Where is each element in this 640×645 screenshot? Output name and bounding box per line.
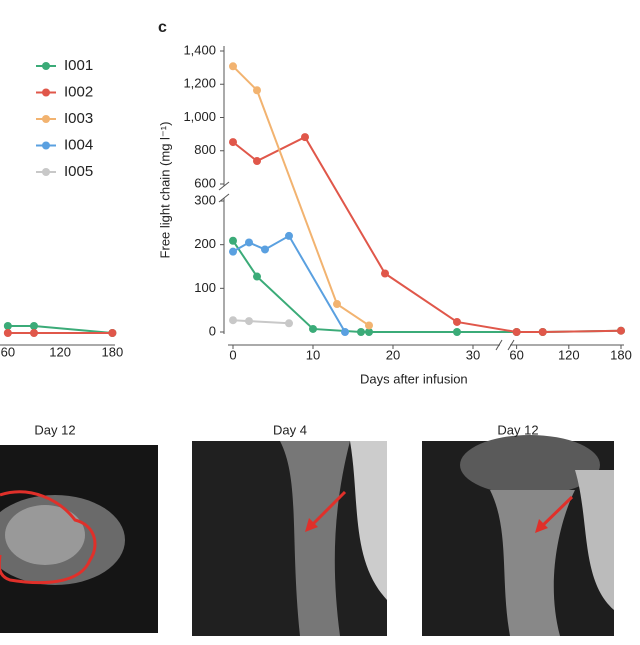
series-line: [7, 325, 113, 334]
data-point: [253, 157, 261, 166]
x-tick-label: 20: [386, 347, 400, 362]
data-point: [365, 328, 373, 336]
x-axis-label: Days after infusion: [360, 371, 468, 386]
x-tick-label: 60: [1, 344, 15, 359]
series-line: [232, 240, 622, 333]
x-tick-label: 60: [509, 347, 523, 362]
y-tick-label: 200: [194, 236, 216, 251]
x-tick-label: 180: [610, 347, 632, 362]
data-point: [285, 231, 293, 240]
legend-swatch: [42, 141, 50, 150]
data-point: [3, 329, 12, 337]
image-label: Day 4: [273, 422, 307, 437]
y-tick-label: 100: [194, 280, 216, 295]
data-point: [365, 321, 373, 330]
axes: [0, 46, 624, 351]
data-point: [453, 317, 461, 326]
x-tick-label: 30: [466, 347, 480, 362]
data-point: [29, 322, 38, 331]
series-line: [232, 65, 370, 327]
y-tick-label: 1,200: [183, 76, 216, 91]
y-tick-label: 300: [194, 192, 216, 207]
data-point: [453, 328, 461, 336]
legend-swatch: [42, 62, 50, 70]
series-line: [232, 319, 290, 325]
data-point: [512, 328, 521, 336]
y-tick-label: 800: [194, 142, 216, 157]
data-point: [3, 322, 12, 331]
data-point: [229, 138, 237, 147]
legend-swatch: [42, 115, 50, 123]
legend-swatch: [42, 88, 50, 97]
image-panel: [0, 435, 614, 636]
image-label: Day 12: [34, 422, 75, 437]
x-tick-label: 0: [229, 347, 236, 362]
data-point: [245, 238, 253, 247]
data-point: [617, 326, 625, 335]
data-point: [229, 316, 237, 325]
x-tick-label: 120: [49, 344, 71, 359]
data-point: [229, 247, 237, 256]
y-axis-label: Free light chain (mg l⁻¹): [157, 122, 172, 259]
image-label: Day 12: [497, 422, 538, 437]
data-point: [538, 328, 547, 336]
data-point: [301, 133, 309, 142]
data-point: [108, 329, 117, 337]
y-tick-label: 600: [194, 175, 216, 190]
data-point: [253, 86, 261, 95]
data-point: [381, 269, 389, 278]
data-point: [357, 328, 365, 336]
data-point: [29, 329, 38, 337]
y-tick-label: 1,000: [183, 109, 216, 124]
y-tick-label: 1,400: [183, 42, 216, 57]
data-point: [341, 328, 349, 336]
data-point: [333, 300, 341, 309]
data-point: [229, 236, 237, 245]
legend-label: I005: [64, 163, 93, 180]
x-tick-label: 180: [102, 344, 124, 359]
data-point: [285, 319, 293, 328]
data-point: [245, 317, 253, 326]
panel-label: c: [158, 19, 167, 36]
legend-label: I002: [64, 83, 93, 100]
legend-label: I003: [64, 110, 93, 127]
x-tick-label: 120: [558, 347, 580, 362]
series-line: [232, 135, 622, 333]
data-point: [229, 62, 237, 71]
legend-swatch: [42, 168, 50, 176]
legend-label: I001: [64, 57, 93, 74]
legend-label: I004: [64, 136, 93, 153]
data-point: [309, 324, 317, 333]
x-tick-label: 10: [306, 347, 320, 362]
data-point: [261, 245, 269, 254]
y-tick-label: 0: [209, 323, 216, 338]
data-point: [253, 272, 261, 281]
